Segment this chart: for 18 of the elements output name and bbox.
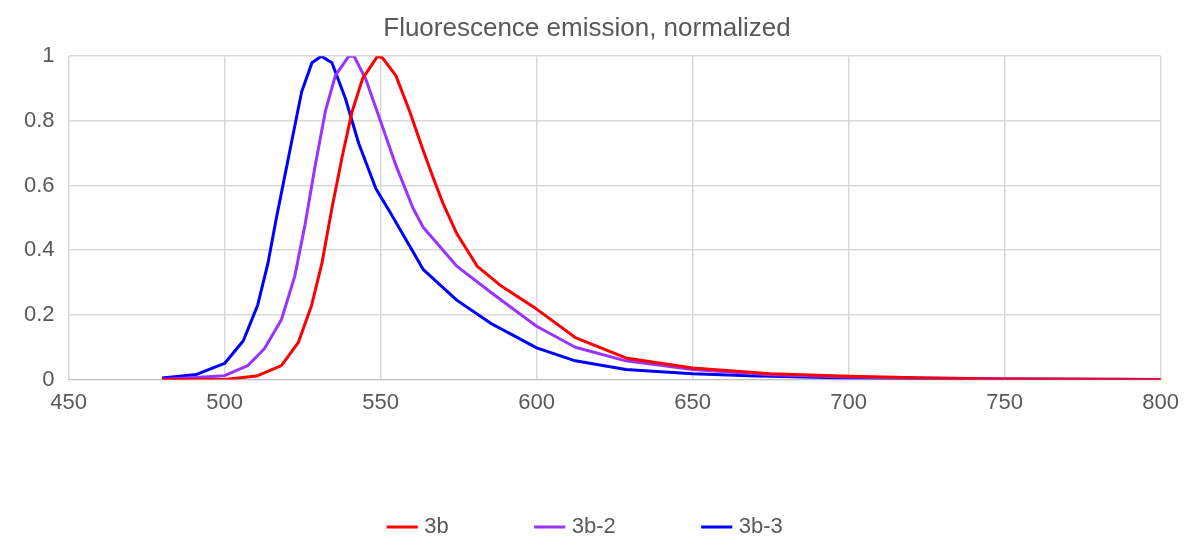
x-tick-label: 600	[518, 388, 555, 414]
x-tick-label: 650	[674, 388, 711, 414]
x-tick-label: 500	[206, 388, 243, 414]
legend-label: 3b-3	[738, 513, 783, 539]
x-tick-label: 800	[1142, 388, 1180, 414]
y-tick-label: 0	[42, 365, 55, 391]
legend-label: 3b-2	[571, 513, 616, 539]
x-tick-label: 750	[986, 388, 1023, 414]
chart-title: Fluorescence emission, normalized	[383, 11, 791, 42]
x-tick-label: 700	[830, 388, 867, 414]
y-tick-label: 0.8	[23, 106, 55, 132]
x-tick-label: 550	[362, 388, 399, 414]
y-tick-label: 1	[42, 42, 55, 68]
y-tick-label: 0.6	[23, 171, 55, 197]
y-tick-label: 0.4	[23, 236, 55, 262]
legend-label: 3b	[424, 513, 449, 539]
x-tick-label: 450	[50, 388, 87, 414]
y-tick-label: 0.2	[23, 300, 55, 326]
